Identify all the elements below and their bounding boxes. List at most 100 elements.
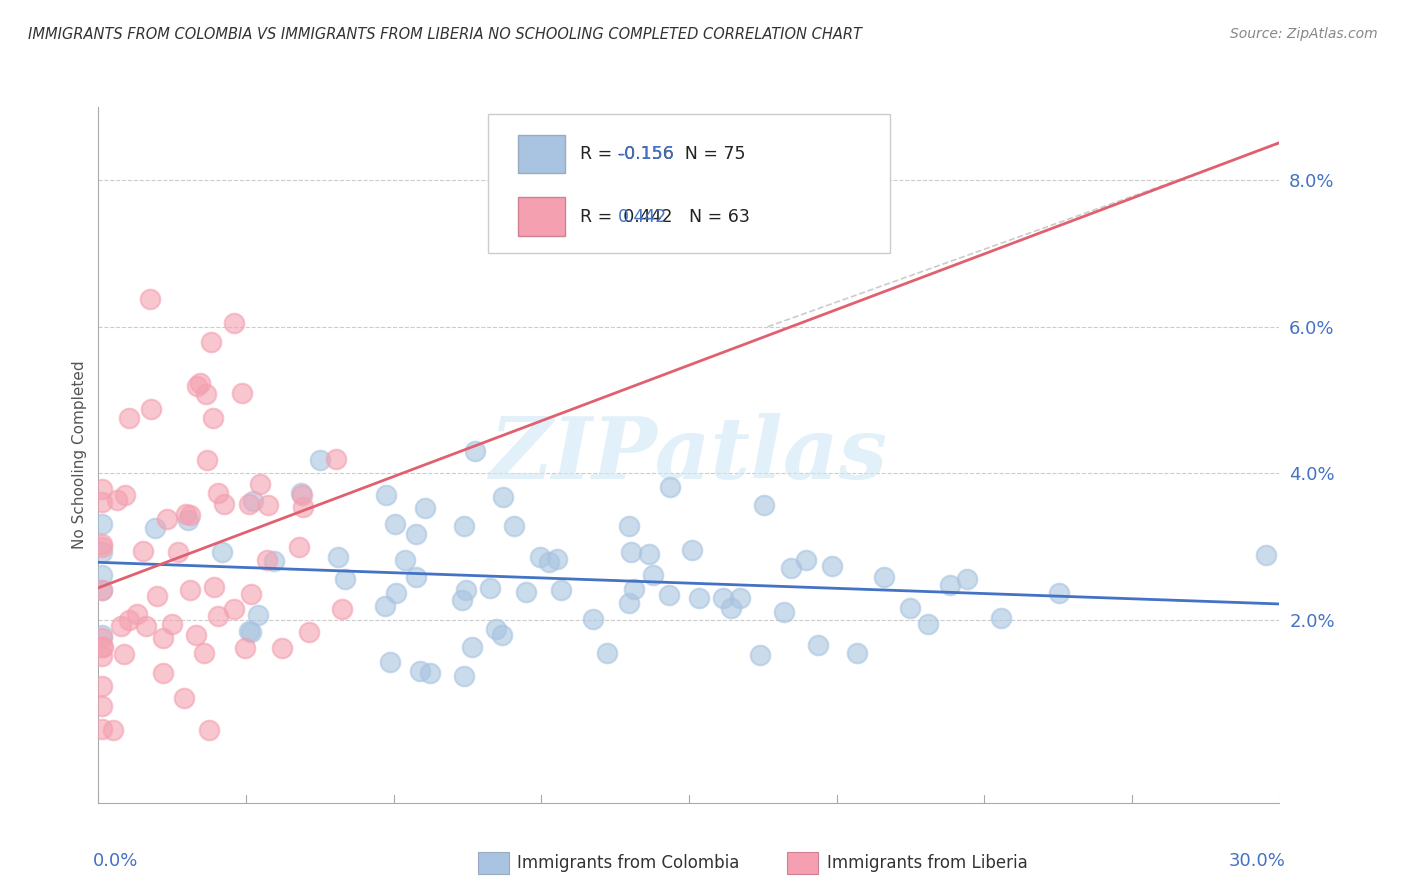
- Point: [485, 623, 508, 637]
- Point: [292, 500, 315, 514]
- Point: [479, 581, 502, 595]
- Point: [91, 537, 114, 551]
- Point: [91, 648, 114, 663]
- Point: [378, 655, 401, 669]
- Text: 0.442: 0.442: [619, 208, 668, 226]
- Point: [91, 699, 114, 714]
- Point: [711, 591, 734, 606]
- Point: [105, 492, 128, 507]
- Point: [394, 553, 416, 567]
- Point: [91, 545, 114, 559]
- Text: R = -0.156  N = 75: R = -0.156 N = 75: [581, 145, 745, 163]
- Point: [233, 641, 256, 656]
- Text: 30.0%: 30.0%: [1229, 852, 1285, 870]
- Point: [256, 553, 278, 567]
- Point: [152, 666, 174, 681]
- Y-axis label: No Schooling Completed: No Schooling Completed: [72, 360, 87, 549]
- Point: [173, 690, 195, 705]
- Point: [550, 582, 572, 597]
- Point: [1047, 585, 1070, 599]
- Point: [91, 628, 114, 642]
- Point: [247, 608, 270, 623]
- Point: [375, 488, 398, 502]
- Point: [240, 624, 263, 639]
- Text: 0.0%: 0.0%: [93, 852, 138, 870]
- Point: [139, 401, 162, 416]
- Point: [110, 618, 132, 632]
- Point: [335, 572, 357, 586]
- Point: [143, 521, 166, 535]
- Point: [118, 614, 141, 628]
- Point: [620, 545, 643, 559]
- Point: [515, 585, 537, 599]
- Point: [623, 582, 645, 596]
- Point: [298, 624, 321, 639]
- Point: [917, 617, 939, 632]
- Point: [659, 480, 682, 494]
- Point: [582, 612, 605, 626]
- Point: [242, 493, 264, 508]
- Point: [91, 582, 114, 597]
- FancyBboxPatch shape: [517, 135, 565, 173]
- FancyBboxPatch shape: [488, 114, 890, 253]
- FancyBboxPatch shape: [517, 197, 565, 235]
- Point: [127, 607, 149, 622]
- Point: [91, 679, 114, 693]
- Text: Immigrants from Liberia: Immigrants from Liberia: [827, 854, 1028, 871]
- Point: [374, 599, 396, 613]
- Point: [780, 561, 803, 575]
- Point: [409, 664, 432, 678]
- Point: [617, 596, 640, 610]
- Point: [384, 516, 406, 531]
- Point: [212, 497, 235, 511]
- Point: [231, 385, 253, 400]
- Point: [91, 722, 114, 736]
- Point: [91, 540, 114, 554]
- Point: [177, 513, 200, 527]
- Point: [207, 485, 229, 500]
- Point: [492, 490, 515, 504]
- Point: [537, 555, 560, 569]
- Point: [263, 554, 285, 568]
- Point: [546, 552, 568, 566]
- Point: [174, 507, 197, 521]
- Point: [453, 519, 475, 533]
- Point: [238, 624, 260, 638]
- Point: [898, 601, 921, 615]
- Point: [325, 452, 347, 467]
- Point: [688, 591, 710, 605]
- Point: [873, 569, 896, 583]
- Point: [794, 553, 817, 567]
- Text: IMMIGRANTS FROM COLOMBIA VS IMMIGRANTS FROM LIBERIA NO SCHOOLING COMPLETED CORRE: IMMIGRANTS FROM COLOMBIA VS IMMIGRANTS F…: [28, 27, 862, 42]
- Point: [415, 500, 437, 515]
- Point: [211, 545, 233, 559]
- Point: [224, 316, 246, 330]
- Point: [385, 585, 408, 599]
- Point: [91, 482, 114, 496]
- Point: [186, 379, 208, 393]
- Point: [956, 573, 979, 587]
- Point: [91, 495, 114, 509]
- Point: [332, 602, 354, 616]
- Point: [112, 647, 135, 661]
- Point: [821, 559, 844, 574]
- Point: [135, 619, 157, 633]
- Point: [194, 386, 217, 401]
- Text: Immigrants from Colombia: Immigrants from Colombia: [517, 854, 740, 871]
- Point: [596, 646, 619, 660]
- Point: [207, 609, 229, 624]
- Point: [990, 611, 1012, 625]
- Point: [637, 547, 659, 561]
- Point: [184, 628, 207, 642]
- Point: [239, 587, 262, 601]
- Point: [91, 640, 114, 654]
- Point: [308, 453, 330, 467]
- Point: [103, 723, 125, 737]
- Point: [257, 498, 280, 512]
- Point: [720, 600, 742, 615]
- Point: [179, 508, 201, 522]
- Point: [453, 668, 475, 682]
- Point: [290, 486, 312, 500]
- Point: [167, 545, 190, 559]
- Point: [156, 512, 179, 526]
